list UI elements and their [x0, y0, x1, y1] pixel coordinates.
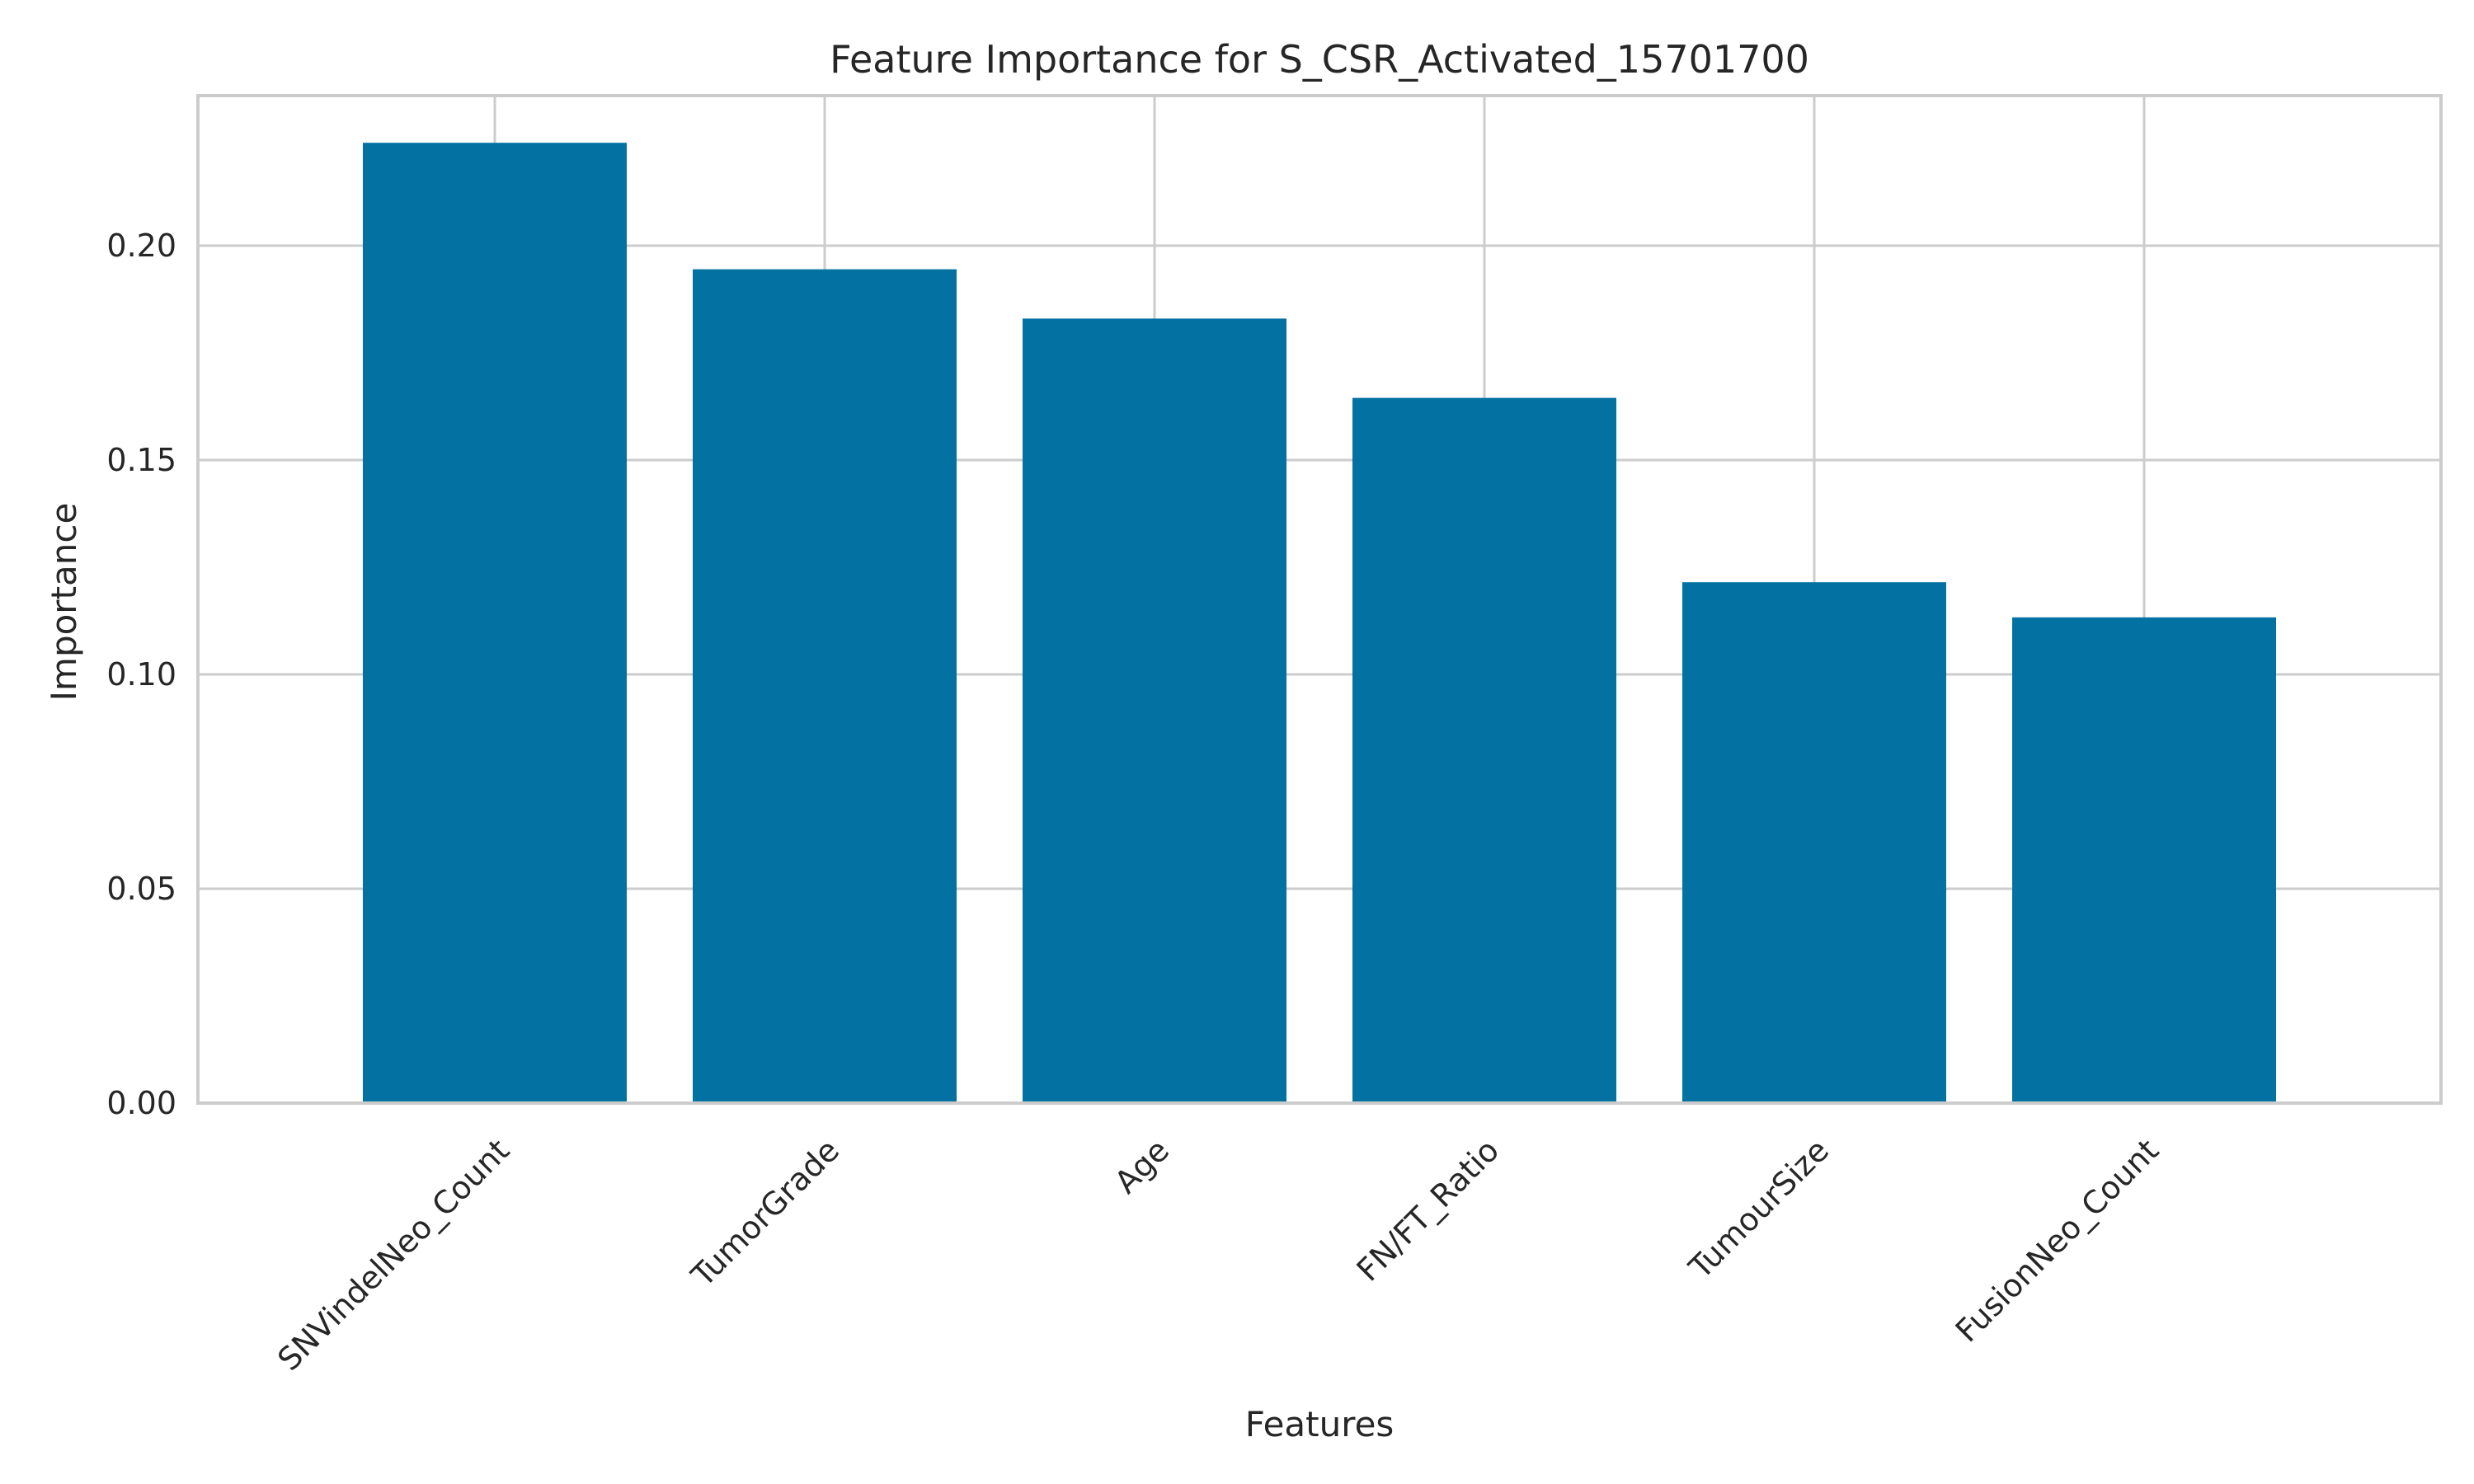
- x-tick-label: FusionNeo_Count: [1949, 1132, 2166, 1349]
- x-tick-labels: SNVindelNeo_Count TumorGrade Age FN/FT_Rati…: [270, 1132, 2166, 1378]
- bar-tumoursize: [1682, 582, 1946, 1103]
- y-tick-label: 0.15: [106, 442, 176, 478]
- y-axis-label: Importance: [44, 503, 84, 702]
- y-tick-label: 0.20: [106, 228, 176, 264]
- x-axis-label: Features: [1245, 1404, 1395, 1444]
- x-tick-label: Age: [1108, 1132, 1176, 1200]
- x-tick-label: TumorGrade: [684, 1132, 846, 1294]
- bar-fn-ft-ratio: [1352, 397, 1616, 1104]
- y-tick-labels: 0.00 0.05 0.10 0.15 0.20: [106, 228, 176, 1121]
- plot-frame: [196, 94, 2443, 1105]
- y-tick-label: 0.10: [106, 656, 176, 693]
- y-tick-label: 0.00: [106, 1085, 176, 1121]
- x-tick-label: TumourSize: [1681, 1132, 1836, 1286]
- x-tick-label: SNVindelNeo_Count: [270, 1132, 516, 1378]
- bars: [363, 143, 2276, 1104]
- x-tick-label: FN/FT_Ratio: [1350, 1132, 1507, 1289]
- bar-age: [1023, 318, 1286, 1103]
- bar-tumorgrade: [693, 269, 957, 1104]
- chart-title: Feature Importance for S_CSR_Activated_1…: [830, 37, 1809, 82]
- y-tick-label: 0.05: [106, 871, 176, 907]
- bar-fusionneo-count: [2012, 617, 2276, 1103]
- bar-snvindelneo-count: [363, 143, 627, 1104]
